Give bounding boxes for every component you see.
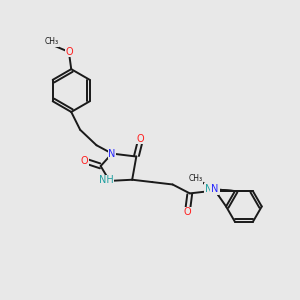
Text: N: N (108, 148, 116, 159)
Text: O: O (80, 156, 88, 166)
Text: O: O (65, 47, 73, 57)
Text: NH: NH (99, 175, 114, 185)
Text: N: N (211, 184, 218, 194)
Text: O: O (184, 207, 191, 218)
Text: CH₃: CH₃ (44, 37, 58, 46)
Text: CH₃: CH₃ (189, 174, 203, 183)
Text: NH: NH (205, 184, 220, 194)
Text: O: O (137, 134, 145, 144)
